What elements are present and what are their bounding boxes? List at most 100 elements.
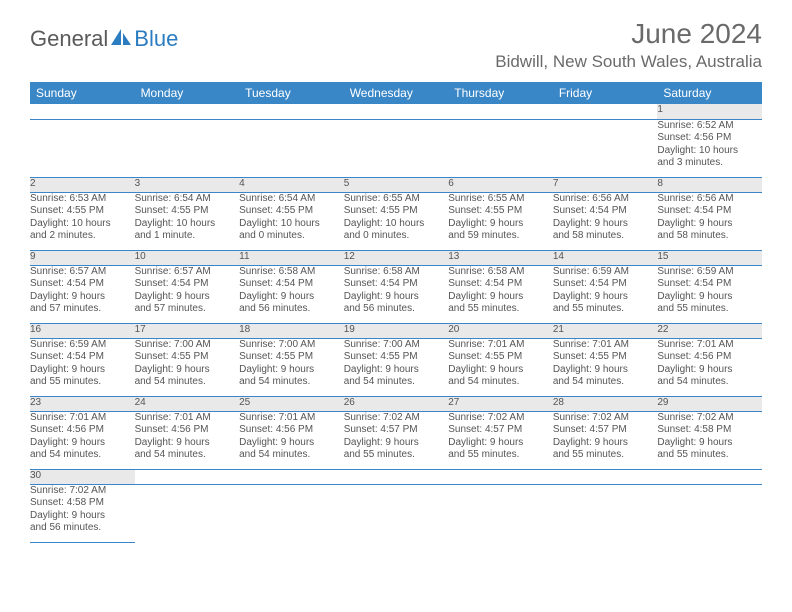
empty-day-number [448, 469, 553, 484]
day-d1: Daylight: 9 hours [239, 291, 344, 304]
day-ss: Sunset: 4:55 PM [448, 205, 553, 218]
day-number-row: 1 [30, 104, 762, 119]
day-number: 18 [239, 323, 344, 338]
day-number: 2 [30, 177, 135, 192]
day-d1: Daylight: 10 hours [657, 145, 762, 158]
day-d1: Daylight: 10 hours [239, 218, 344, 231]
day-cell: Sunrise: 7:01 AMSunset: 4:56 PMDaylight:… [30, 411, 135, 469]
day-sr: Sunrise: 6:55 AM [344, 193, 449, 206]
day-number: 24 [135, 396, 240, 411]
day-d2: and 54 minutes. [135, 449, 240, 462]
day-sr: Sunrise: 7:02 AM [344, 412, 449, 425]
day-cell: Sunrise: 6:54 AMSunset: 4:55 PMDaylight:… [239, 192, 344, 250]
empty-day-number [344, 469, 449, 484]
day-d2: and 0 minutes. [239, 230, 344, 243]
day-number-row: 2345678 [30, 177, 762, 192]
day-d1: Daylight: 9 hours [657, 218, 762, 231]
empty-day-number [448, 104, 553, 119]
day-content-row: Sunrise: 6:53 AMSunset: 4:55 PMDaylight:… [30, 192, 762, 250]
day-number: 16 [30, 323, 135, 338]
day-d1: Daylight: 9 hours [657, 364, 762, 377]
day-number: 25 [239, 396, 344, 411]
day-d1: Daylight: 9 hours [553, 218, 658, 231]
day-number: 6 [448, 177, 553, 192]
empty-day-cell [657, 484, 762, 542]
day-d2: and 54 minutes. [239, 376, 344, 389]
day-ss: Sunset: 4:58 PM [657, 424, 762, 437]
day-d2: and 55 minutes. [553, 449, 658, 462]
calendar-table: SundayMondayTuesdayWednesdayThursdayFrid… [30, 82, 762, 543]
day-d2: and 55 minutes. [30, 376, 135, 389]
day-cell: Sunrise: 7:00 AMSunset: 4:55 PMDaylight:… [239, 338, 344, 396]
day-cell: Sunrise: 7:02 AMSunset: 4:58 PMDaylight:… [30, 484, 135, 542]
day-sr: Sunrise: 7:01 AM [657, 339, 762, 352]
day-d1: Daylight: 9 hours [448, 218, 553, 231]
day-cell: Sunrise: 6:58 AMSunset: 4:54 PMDaylight:… [448, 265, 553, 323]
day-cell: Sunrise: 6:53 AMSunset: 4:55 PMDaylight:… [30, 192, 135, 250]
day-ss: Sunset: 4:57 PM [553, 424, 658, 437]
day-sr: Sunrise: 6:52 AM [657, 120, 762, 133]
empty-day-number [239, 469, 344, 484]
day-cell: Sunrise: 6:55 AMSunset: 4:55 PMDaylight:… [448, 192, 553, 250]
day-d2: and 3 minutes. [657, 157, 762, 170]
day-ss: Sunset: 4:54 PM [657, 205, 762, 218]
day-cell: Sunrise: 6:58 AMSunset: 4:54 PMDaylight:… [344, 265, 449, 323]
day-number: 10 [135, 250, 240, 265]
title-block: June 2024 Bidwill, New South Wales, Aust… [495, 18, 762, 72]
day-number: 21 [553, 323, 658, 338]
day-ss: Sunset: 4:55 PM [30, 205, 135, 218]
day-number: 17 [135, 323, 240, 338]
day-content-row: Sunrise: 6:59 AMSunset: 4:54 PMDaylight:… [30, 338, 762, 396]
logo-sail-icon [110, 28, 132, 46]
day-d1: Daylight: 9 hours [30, 510, 135, 523]
weekday-header: Thursday [448, 82, 553, 104]
day-number: 8 [657, 177, 762, 192]
empty-day-number [553, 469, 658, 484]
day-cell: Sunrise: 7:01 AMSunset: 4:55 PMDaylight:… [448, 338, 553, 396]
empty-day-cell [239, 119, 344, 177]
day-d1: Daylight: 10 hours [344, 218, 449, 231]
day-cell: Sunrise: 6:57 AMSunset: 4:54 PMDaylight:… [30, 265, 135, 323]
day-sr: Sunrise: 7:02 AM [30, 485, 135, 498]
day-cell: Sunrise: 7:02 AMSunset: 4:57 PMDaylight:… [344, 411, 449, 469]
day-d2: and 54 minutes. [344, 376, 449, 389]
day-content-row: Sunrise: 7:01 AMSunset: 4:56 PM Daylight:… [30, 411, 762, 469]
day-content-row: Sunrise: 7:02 AMSunset: 4:58 PMDaylight:… [30, 484, 762, 542]
day-number: 30 [30, 469, 135, 484]
day-number: 9 [30, 250, 135, 265]
day-sr: Sunrise: 6:56 AM [657, 193, 762, 206]
day-number: 3 [135, 177, 240, 192]
day-cell: Sunrise: 6:56 AMSunset: 4:54 PMDaylight:… [553, 192, 658, 250]
day-d2: and 55 minutes. [553, 303, 658, 316]
day-cell: Sunrise: 7:00 AMSunset: 4:55 PMDaylight:… [135, 338, 240, 396]
day-number: 5 [344, 177, 449, 192]
day-number: 23 [30, 396, 135, 411]
day-d1: Daylight: 9 hours [448, 437, 553, 450]
day-ss: Sunset: 4:54 PM [553, 205, 658, 218]
day-sr: Sunrise: 7:01 AM [239, 412, 344, 425]
empty-day-cell [135, 119, 240, 177]
day-ss: Sunset: 4:55 PM [344, 351, 449, 364]
day-sr: Sunrise: 7:01 AM [553, 339, 658, 352]
day-d2: and 55 minutes. [657, 303, 762, 316]
day-ss: Sunset: 4:54 PM [553, 278, 658, 291]
day-d1: Daylight: 9 hours [135, 364, 240, 377]
day-d2: and 55 minutes. [344, 449, 449, 462]
location: Bidwill, New South Wales, Australia [495, 52, 762, 72]
day-d2: and 55 minutes. [657, 449, 762, 462]
empty-day-cell [553, 484, 658, 542]
day-cell: Sunrise: 7:02 AMSunset: 4:57 PMDaylight:… [553, 411, 658, 469]
day-ss: Sunset: 4:54 PM [239, 278, 344, 291]
day-ss: Sunset: 4:56 PM [657, 351, 762, 364]
day-d1: Daylight: 9 hours [344, 291, 449, 304]
day-ss: Sunset: 4:56 PM [239, 424, 344, 437]
day-d2: and 54 minutes. [30, 449, 135, 462]
day-d1: Daylight: 9 hours [448, 291, 553, 304]
weekday-header: Friday [553, 82, 658, 104]
day-d1: Daylight: 9 hours [657, 437, 762, 450]
day-d2: and 58 minutes. [553, 230, 658, 243]
day-number: 20 [448, 323, 553, 338]
day-d2: and 1 minute. [135, 230, 240, 243]
day-ss: Sunset: 4:55 PM [135, 351, 240, 364]
day-sr: Sunrise: 6:58 AM [448, 266, 553, 279]
